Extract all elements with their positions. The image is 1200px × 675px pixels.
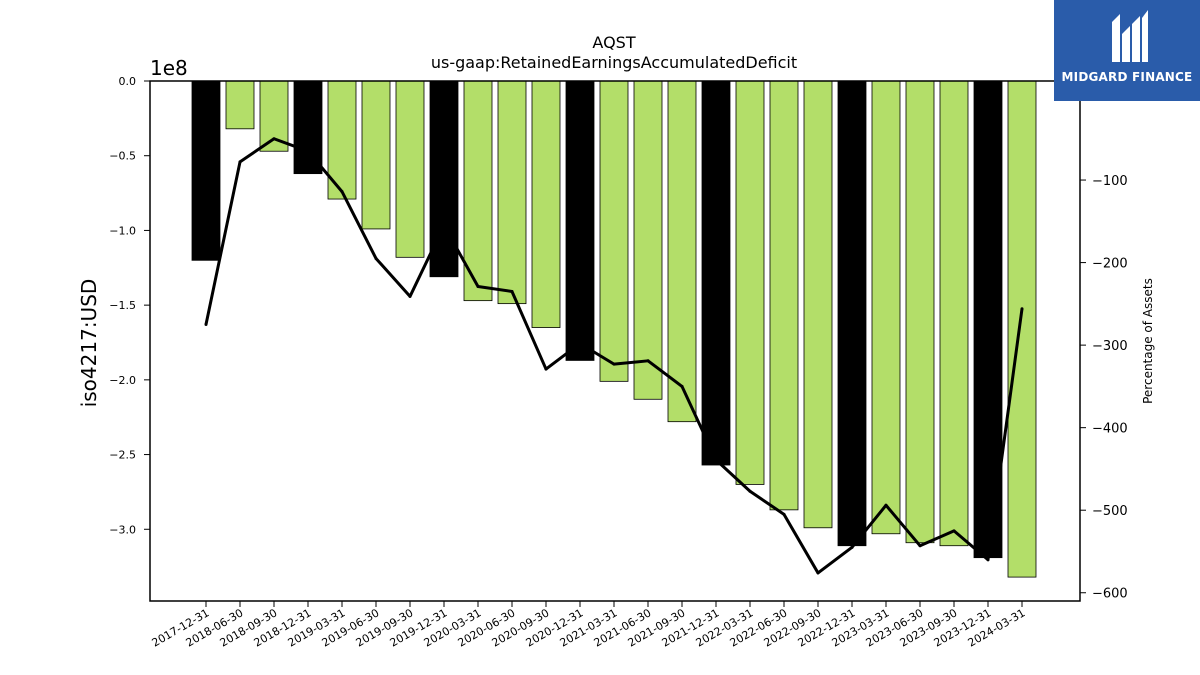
bar — [259, 80, 289, 152]
bar — [905, 80, 935, 544]
bar — [769, 80, 799, 511]
y-tick-label: −2.5 — [109, 449, 136, 462]
line-point — [714, 458, 718, 462]
line-point — [782, 512, 786, 516]
line-point — [238, 160, 242, 164]
y-axis-label: iso4217:USD — [77, 279, 101, 408]
midgard-logo-icon — [1112, 10, 1148, 62]
y-tick-label: −1.5 — [109, 299, 136, 312]
chart-title: AQST — [592, 33, 635, 52]
line-point — [510, 289, 514, 293]
midgard-finance-logo: MIDGARD FINANCE — [1054, 0, 1200, 101]
line-point — [408, 294, 412, 298]
bar — [293, 80, 323, 175]
line-point — [272, 137, 276, 141]
bar — [225, 80, 255, 130]
line-point — [646, 359, 650, 363]
bar — [667, 80, 697, 423]
line-point — [1020, 307, 1024, 311]
bar — [871, 80, 901, 535]
line-layer — [204, 137, 1024, 575]
y-tick-label: −0.5 — [109, 150, 136, 163]
line-point — [748, 489, 752, 493]
bar — [531, 80, 561, 328]
y-tick-label: −2.0 — [109, 374, 136, 387]
bar — [701, 80, 731, 466]
bar — [939, 80, 969, 547]
y-tick-label: −3.0 — [109, 523, 136, 536]
y2-tick-label: −400 — [1092, 422, 1128, 437]
y2-axis-label: Percentage of Assets — [1141, 278, 1155, 404]
line-point — [578, 341, 582, 345]
bar — [497, 80, 527, 305]
offset-label: 1e8 — [150, 56, 188, 80]
plot-frame — [149, 80, 1081, 602]
line-point — [850, 545, 854, 549]
line-point — [204, 322, 208, 326]
bar — [1007, 80, 1037, 578]
line-point — [952, 529, 956, 533]
bar — [191, 80, 221, 261]
bar — [803, 80, 833, 529]
y2-tick-label: −600 — [1092, 587, 1128, 602]
line-point — [306, 149, 310, 153]
bar — [973, 80, 1003, 559]
line-point — [918, 544, 922, 548]
y-tick-label: −1.0 — [109, 224, 136, 237]
line-point — [612, 362, 616, 366]
line-point — [986, 558, 990, 562]
line-point — [884, 503, 888, 507]
y2-tick-label: −300 — [1092, 339, 1128, 354]
bar — [735, 80, 765, 485]
bar — [599, 80, 629, 382]
line-point — [340, 190, 344, 194]
bar — [633, 80, 663, 400]
line-point — [374, 256, 378, 260]
line-point — [476, 285, 480, 289]
logo-text: MIDGARD FINANCE — [1061, 70, 1193, 84]
bar — [565, 80, 595, 361]
bar — [837, 80, 867, 547]
bars — [191, 80, 1037, 578]
line-point — [816, 571, 820, 575]
y2-tick-label: −500 — [1092, 504, 1128, 519]
line-point — [544, 367, 548, 371]
y2-tick-label: −200 — [1092, 257, 1128, 272]
chart-subtitle: us-gaap:RetainedEarningsAccumulatedDefic… — [431, 53, 797, 72]
line-point — [442, 223, 446, 227]
line-point — [680, 384, 684, 388]
bar — [361, 80, 391, 230]
bar — [395, 80, 425, 258]
y-tick-label: 0.0 — [119, 75, 137, 88]
y2-tick-label: −100 — [1092, 174, 1128, 189]
